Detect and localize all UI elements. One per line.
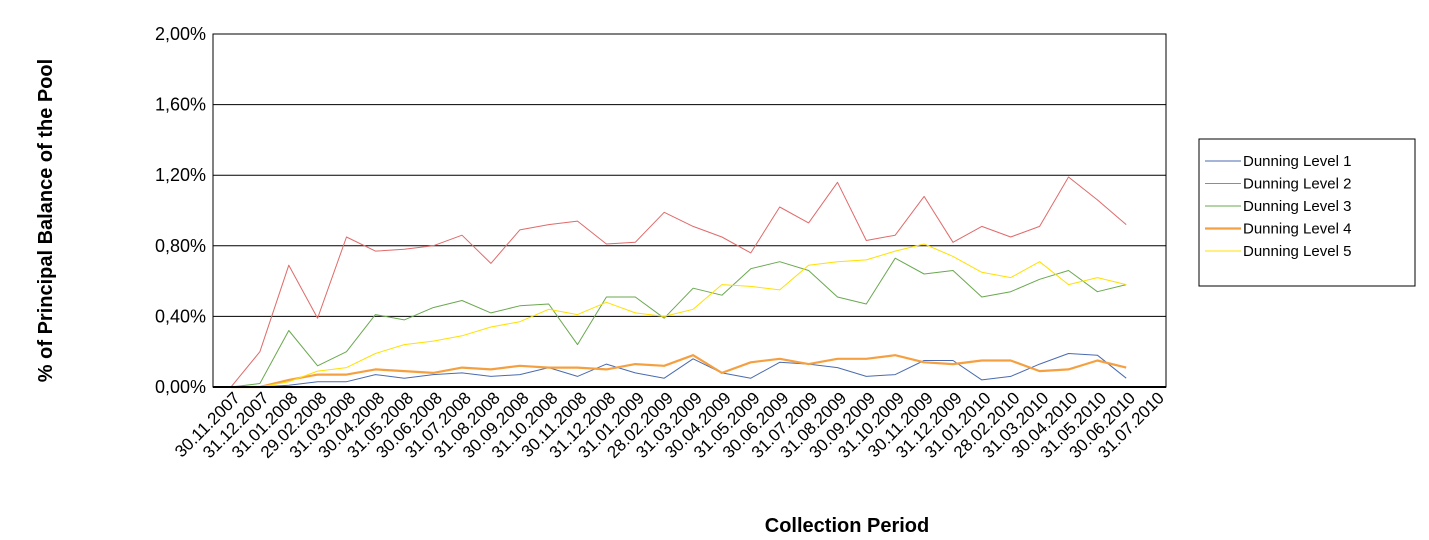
- y-tick-label: 2,00%: [155, 24, 206, 44]
- series-lines: [230, 176, 1127, 389]
- plot-area-frame: [212, 33, 1167, 388]
- y-tick-label: 0,00%: [155, 377, 206, 397]
- y-axis-title: % of Principal Balance of the Pool: [35, 59, 57, 382]
- y-axis-tick-labels: 0,00% 0,40% 0,80% 1,20% 1,60% 2,00%: [155, 24, 206, 397]
- y-tick-label: 0,80%: [155, 236, 206, 256]
- series-line-dunning-level-1: [231, 353, 1127, 388]
- series-line-dunning-level-4: [231, 354, 1127, 389]
- x-axis-title: Collection Period: [765, 515, 929, 537]
- y-tick-label: 0,40%: [155, 306, 206, 326]
- x-axis-tick-labels: 30.11.200731.12.200731.01.200829.02.2008…: [171, 388, 1168, 462]
- y-tick-label: 1,60%: [155, 95, 206, 115]
- legend-label: Dunning Level 1: [1243, 153, 1351, 170]
- legend-label: Dunning Level 2: [1243, 176, 1351, 193]
- legend-box: [1198, 138, 1416, 287]
- legend-label: Dunning Level 5: [1243, 243, 1351, 260]
- legend: Dunning Level 1 Dunning Level 2 Dunning Le…: [1198, 138, 1416, 287]
- series-line-dunning-level-2: [230, 176, 1127, 388]
- legend-label: Dunning Level 3: [1243, 198, 1351, 215]
- y-tick-label: 1,20%: [155, 165, 206, 185]
- legend-label: Dunning Level 4: [1243, 221, 1351, 238]
- grid-lines: [213, 104, 1166, 317]
- series-line-dunning-level-5: [231, 243, 1127, 388]
- series-line-dunning-level-3: [230, 257, 1127, 388]
